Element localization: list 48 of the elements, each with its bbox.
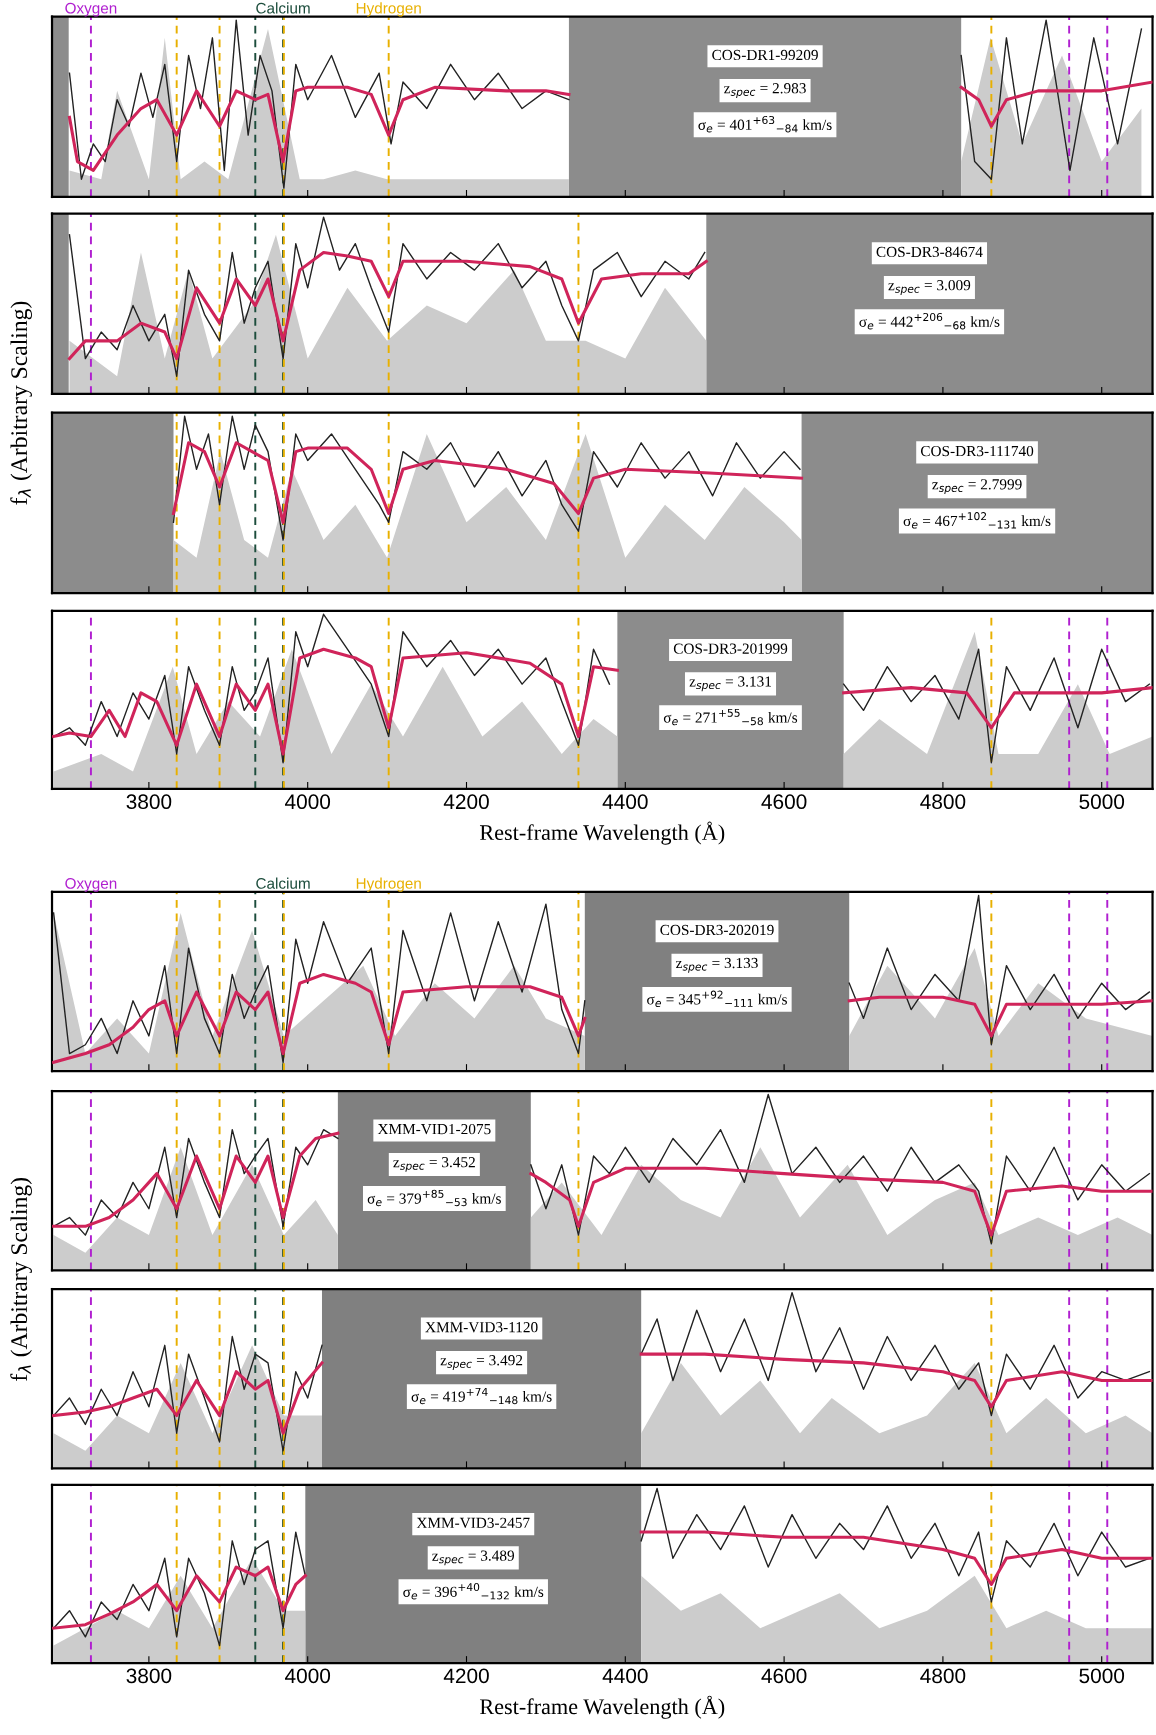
x-tick-label: 4200 bbox=[443, 1668, 489, 1684]
annotation: σ$_{e}$ = 419$^{+74}$$_{−148}$ km/s bbox=[411, 1387, 552, 1405]
annotation: COS-DR3-84674 bbox=[876, 246, 983, 258]
x-tick-label: 5000 bbox=[1079, 794, 1125, 810]
x-tick-label: 4800 bbox=[920, 1668, 966, 1684]
ref-line-label: Oxygen bbox=[65, 878, 117, 892]
x-tick-label: 4200 bbox=[443, 794, 489, 810]
annotation: z$_{spec}$ = 2.7999 bbox=[932, 479, 1022, 495]
annotation: COS-DR3-111740 bbox=[920, 445, 1034, 457]
x-tick-label: 4400 bbox=[602, 1668, 648, 1684]
x-tick-label: 3800 bbox=[126, 1668, 172, 1684]
x-tick-label: 4800 bbox=[920, 794, 966, 810]
x-tick-label: 5000 bbox=[1079, 1668, 1125, 1684]
annotation: XMM-VID3-1120 bbox=[425, 1322, 538, 1333]
ref-line-label: Hydrogen bbox=[356, 2, 421, 17]
annotation: σ$_{e}$ = 442$^{+206}$$_{−68}$ km/s bbox=[859, 312, 1000, 330]
annotation: σ$_{e}$ = 401$^{+63}$$_{−84}$ km/s bbox=[698, 115, 832, 133]
x-tick-label: 3800 bbox=[126, 794, 172, 810]
x-axis-title: Rest-frame Wavelength (Å) bbox=[479, 821, 725, 845]
annotation: z$_{spec}$ = 3.009 bbox=[888, 280, 971, 295]
annotation: z$_{spec}$ = 3.131 bbox=[689, 676, 771, 692]
annotation: z$_{spec}$ = 3.492 bbox=[440, 1355, 523, 1370]
x-axis-title: Rest-frame Wavelength (Å) bbox=[479, 1695, 725, 1719]
annotation: σ$_{e}$ = 396$^{+40}$$_{−132}$ km/s bbox=[403, 1582, 544, 1600]
annotation: z$_{spec}$ = 2.983 bbox=[724, 83, 806, 98]
ref-line-label: Calcium bbox=[256, 877, 310, 889]
x-tick-label: 4000 bbox=[285, 794, 331, 810]
y-axis-title: f$_{λ}$ (Arbitrary Scaling) bbox=[10, 1178, 32, 1381]
annotation: COS-DR3-202019 bbox=[660, 924, 774, 936]
annotation: σ$_{e}$ = 467$^{+102}$$_{−131}$ km/s bbox=[903, 512, 1051, 529]
y-axis-title: f$_{λ}$ (Arbitrary Scaling) bbox=[10, 301, 32, 505]
ref-line-label: Calcium bbox=[256, 2, 310, 14]
annotation: XMM-VID3-2457 bbox=[416, 1517, 530, 1529]
annotation: COS-DR1-99209 bbox=[712, 49, 818, 61]
annotation: σ$_{e}$ = 345$^{+92}$$_{−111}$ km/s bbox=[647, 990, 787, 1008]
annotation: σ$_{e}$ = 271$^{+55}$$_{−58}$ km/s bbox=[663, 708, 798, 726]
annotation: z$_{spec}$ = 3.133 bbox=[676, 957, 758, 973]
x-tick-label: 4600 bbox=[761, 1668, 807, 1684]
x-tick-label: 4400 bbox=[602, 794, 648, 810]
annotation: z$_{spec}$ = 3.489 bbox=[432, 1550, 515, 1566]
annotation: XMM-VID1-2075 bbox=[377, 1123, 491, 1135]
x-tick-label: 4600 bbox=[761, 794, 807, 810]
ref-line-label: Hydrogen bbox=[356, 877, 421, 892]
annotation: σ$_{e}$ = 379$^{+85}$$_{−53}$ km/s bbox=[367, 1189, 501, 1207]
ref-line-label: Oxygen bbox=[65, 2, 117, 17]
x-tick-label: 4000 bbox=[285, 1668, 331, 1684]
annotation: COS-DR3-201999 bbox=[673, 643, 788, 654]
annotation: z$_{spec}$ = 3.452 bbox=[393, 1157, 475, 1172]
